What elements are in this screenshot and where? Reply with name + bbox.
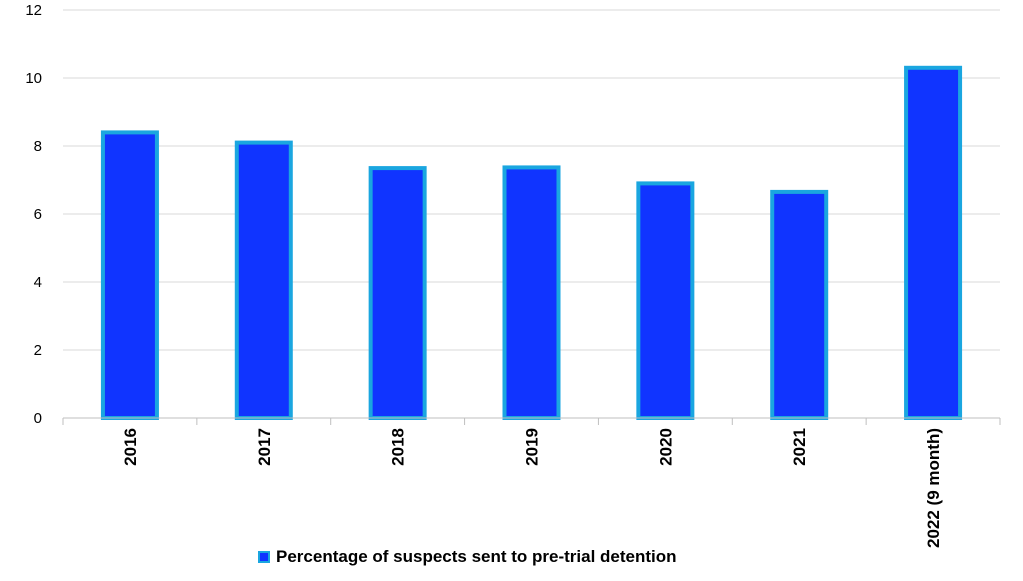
y-tick-label: 2 (34, 342, 42, 359)
bar (368, 166, 427, 420)
x-category-label: 2021 (790, 428, 809, 466)
y-tick-label: 4 (34, 274, 42, 291)
bars (100, 65, 963, 421)
y-tick-label: 12 (25, 2, 42, 19)
bar (770, 189, 829, 420)
bar (234, 140, 293, 420)
y-axis-tick-labels: 0 2 4 6 8 10 12 (25, 2, 42, 427)
bar (636, 181, 695, 420)
x-category-label: 2018 (389, 428, 408, 466)
x-category-label: 2020 (656, 428, 675, 466)
x-axis-category-labels: 2016 2017 2018 2019 2020 2021 2022 (9 month) (121, 428, 943, 548)
legend: Percentage of suspects sent to pre-trial… (258, 545, 677, 569)
bar (904, 65, 963, 421)
y-tick-label: 0 (34, 410, 42, 427)
x-axis (62, 417, 1001, 425)
y-tick-label: 10 (25, 70, 42, 87)
bar (100, 130, 159, 420)
y-tick-label: 6 (34, 206, 42, 223)
x-category-label: 2019 (523, 428, 542, 466)
y-tick-label: 8 (34, 138, 42, 155)
legend-label: Percentage of suspects sent to pre-trial… (276, 547, 677, 566)
x-category-label: 2017 (255, 428, 274, 466)
legend-swatch (258, 551, 270, 563)
x-category-label: 2016 (121, 428, 140, 466)
bar (502, 165, 561, 420)
x-category-label: 2022 (9 month) (924, 428, 943, 548)
